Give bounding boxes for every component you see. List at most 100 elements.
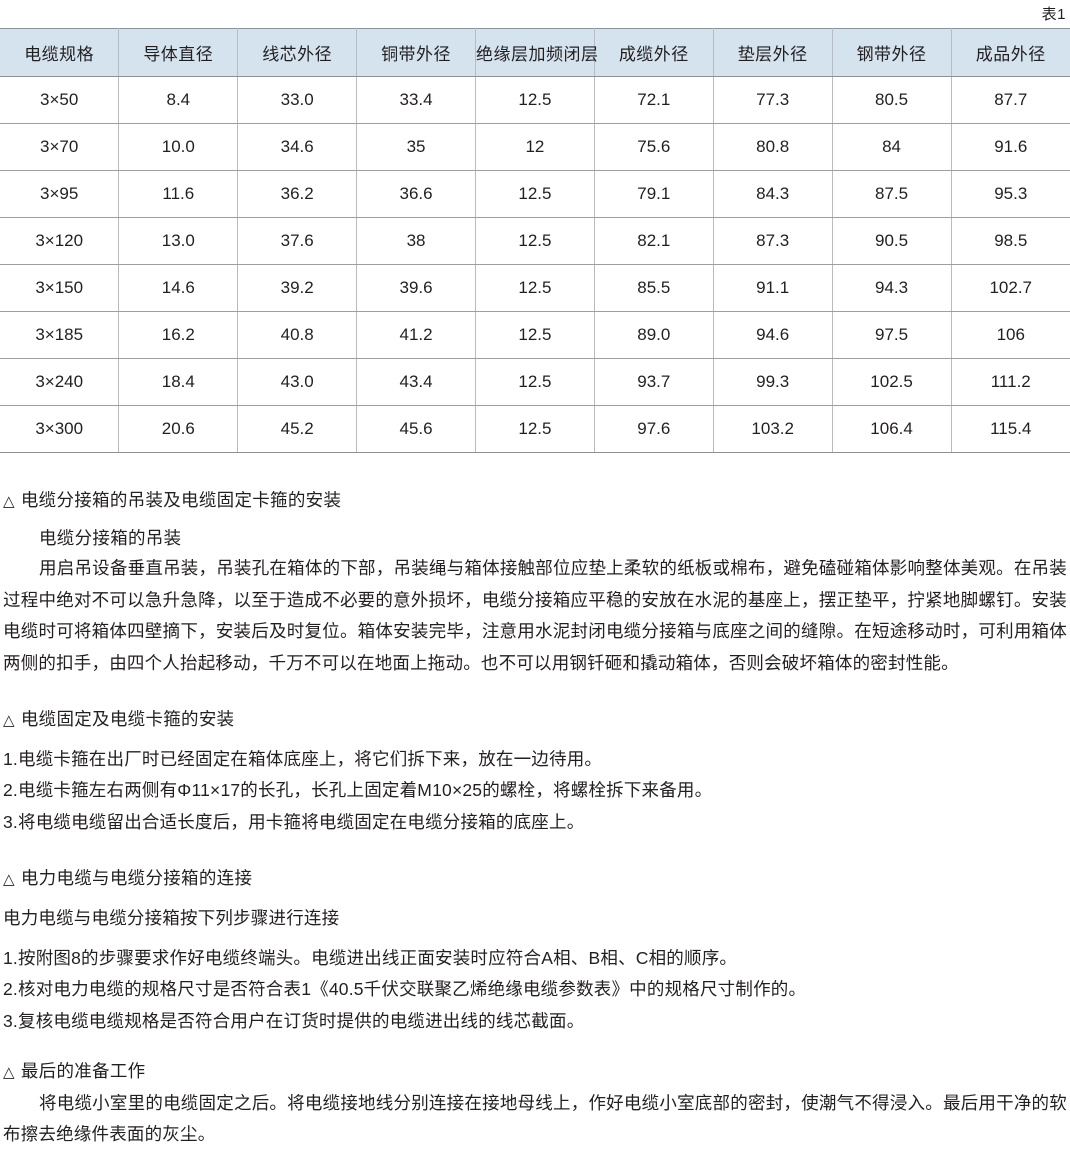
cell-finished-outer-dia: 95.3 (950, 170, 1070, 218)
spacer (3, 680, 1067, 706)
cell-copper-tape-dia: 45.6 (356, 405, 476, 453)
spacer (3, 517, 1067, 525)
cell-copper-tape-dia: 38 (356, 217, 476, 265)
cell-cabling-outer-dia: 75.6 (593, 123, 714, 171)
cell-insulation-layer: 12.5 (475, 405, 595, 453)
cell-insulation-layer: 12.5 (475, 358, 595, 406)
cell-conductor-dia: 20.6 (118, 405, 239, 453)
cell-conductor-dia: 11.6 (118, 170, 239, 218)
cell-cabling-outer-dia: 82.1 (593, 217, 714, 265)
cell-bedding-outer-dia: 94.6 (712, 311, 833, 359)
cell-conductor-dia: 10.0 (118, 123, 239, 171)
cell-cable-spec: 3×120 (0, 217, 120, 265)
cell-cabling-outer-dia: 85.5 (593, 264, 714, 312)
cell-bedding-outer-dia: 87.3 (712, 217, 833, 265)
column-header-copper-tape-dia: 铜带外径 (356, 28, 476, 77)
column-header-steel-tape-dia: 钢带外径 (831, 28, 952, 77)
spacer (3, 736, 1067, 744)
list-item: 3.将电缆电缆留出合适长度后，用卡箍将电缆固定在电缆分接箱的底座上。 (3, 812, 585, 833)
cell-conductor-dia: 8.4 (118, 76, 239, 124)
table-row: 3×150 14.6 39.2 39.6 12.5 85.5 91.1 94.3… (0, 264, 1070, 312)
table-row: 3×185 16.2 40.8 41.2 12.5 89.0 94.6 97.5… (0, 311, 1070, 359)
spacer (3, 935, 1067, 943)
cell-bedding-outer-dia: 103.2 (712, 405, 833, 453)
cell-steel-tape-dia: 84 (831, 123, 952, 171)
cell-finished-outer-dia: 98.5 (950, 217, 1070, 265)
cell-copper-tape-dia: 41.2 (356, 311, 476, 359)
cell-steel-tape-dia: 97.5 (831, 311, 952, 359)
table-row: 3×120 13.0 37.6 38 12.5 82.1 87.3 90.5 9… (0, 217, 1070, 265)
connection-lead-text: 电力电缆与电缆分接箱按下列步骤进行连接 (3, 907, 340, 928)
table-row: 3×70 10.0 34.6 35 12 75.6 80.8 84 91.6 (0, 123, 1070, 171)
cell-bedding-outer-dia: 80.8 (712, 123, 833, 171)
cell-insulation-layer: 12.5 (475, 217, 595, 265)
cell-cabling-outer-dia: 79.1 (593, 170, 714, 218)
cell-cabling-outer-dia: 72.1 (593, 76, 714, 124)
column-header-cabling-outer-dia: 成缆外径 (593, 28, 714, 77)
cell-finished-outer-dia: 115.4 (950, 405, 1070, 453)
cell-core-outer-dia: 34.6 (237, 123, 358, 171)
cell-bedding-outer-dia: 99.3 (712, 358, 833, 406)
cell-cabling-outer-dia: 89.0 (593, 311, 714, 359)
cell-bedding-outer-dia: 84.3 (712, 170, 833, 218)
cell-steel-tape-dia: 90.5 (831, 217, 952, 265)
cell-core-outer-dia: 33.0 (237, 76, 358, 124)
triangle-bullet-icon: △ (3, 712, 15, 730)
cell-copper-tape-dia: 43.4 (356, 358, 476, 406)
column-header-conductor-dia: 导体直径 (118, 28, 239, 77)
section-heading-text: 电力电缆与电缆分接箱的连接 (20, 868, 253, 889)
section-heading-text: 电缆固定及电缆卡箍的安装 (20, 709, 235, 730)
column-header-core-outer-dia: 线芯外径 (237, 28, 358, 77)
cell-steel-tape-dia: 80.5 (831, 76, 952, 124)
column-header-insulation-layer: 绝缘层加频闭层 (475, 28, 598, 77)
cell-cable-spec: 3×70 (0, 123, 120, 171)
table-caption: 表1 (1041, 6, 1066, 23)
table-header-row: 电缆规格 导体直径 线芯外径 铜带外径 绝缘层加频闭层 成缆外径 垫层外径 钢带… (0, 28, 1070, 77)
section-heading-connection: △ 电力电缆与电缆分接箱的连接 (3, 865, 1067, 892)
triangle-bullet-icon: △ (3, 871, 15, 889)
cell-core-outer-dia: 36.2 (237, 170, 358, 218)
table-row: 3×95 11.6 36.2 36.6 12.5 79.1 84.3 87.5 … (0, 170, 1070, 218)
cell-bedding-outer-dia: 91.1 (712, 264, 833, 312)
cell-cable-spec: 3×95 (0, 170, 120, 218)
cell-copper-tape-dia: 35 (356, 123, 476, 171)
cell-steel-tape-dia: 94.3 (831, 264, 952, 312)
column-header-finished-outer-dia: 成品外径 (950, 28, 1070, 77)
list-item: 1.电缆卡箍在出厂时已经固定在箱体底座上，将它们拆下来，放在一边待用。 (3, 748, 603, 769)
cell-insulation-layer: 12.5 (475, 264, 595, 312)
cell-conductor-dia: 16.2 (118, 311, 239, 359)
cell-conductor-dia: 18.4 (118, 358, 239, 406)
column-header-bedding-outer-dia: 垫层外径 (712, 28, 833, 77)
cell-insulation-layer: 12.5 (475, 76, 595, 124)
spacer (3, 1038, 1067, 1058)
list-item: 1.按附图8的步骤要求作好电缆终端头。电缆进出线正面安装时应符合A相、B相、C相… (3, 947, 738, 968)
triangle-bullet-icon: △ (3, 1064, 15, 1082)
cell-core-outer-dia: 45.2 (237, 405, 358, 453)
spacer (3, 895, 1067, 903)
list-item: 2.核对电力电缆的规格尺寸是否符合表1《40.5千伏交联聚乙烯绝缘电缆参数表》中… (3, 979, 807, 1000)
cable-parameter-table: 电缆规格 导体直径 线芯外径 铜带外径 绝缘层加频闭层 成缆外径 垫层外径 钢带… (0, 28, 1070, 453)
cell-finished-outer-dia: 87.7 (950, 76, 1070, 124)
column-header-cable-spec: 电缆规格 (0, 28, 120, 77)
cell-finished-outer-dia: 111.2 (950, 358, 1070, 406)
table-row: 3×300 20.6 45.2 45.6 12.5 97.6 103.2 106… (0, 405, 1070, 453)
list-item: 2.电缆卡箍左右两侧有Φ11×17的长孔，长孔上固定着M10×25的螺栓，将螺栓… (3, 780, 713, 801)
document-body: △ 电缆分接箱的吊装及电缆固定卡箍的安装 电缆分接箱的吊装 用启吊设备垂直吊装，吊… (0, 487, 1070, 1151)
cell-finished-outer-dia: 91.6 (950, 123, 1070, 171)
cell-copper-tape-dia: 36.6 (356, 170, 476, 218)
table-header: 电缆规格 导体直径 线芯外径 铜带外径 绝缘层加频闭层 成缆外径 垫层外径 钢带… (0, 28, 1070, 77)
section-heading-hoisting: △ 电缆分接箱的吊装及电缆固定卡箍的安装 (3, 487, 1067, 514)
spacer (3, 839, 1067, 865)
table-row: 3×240 18.4 43.0 43.4 12.5 93.7 99.3 102.… (0, 358, 1070, 406)
cell-insulation-layer: 12.5 (475, 311, 595, 359)
cell-insulation-layer: 12.5 (475, 170, 595, 218)
section-heading-final-prep: △ 最后的准备工作 (3, 1058, 1067, 1085)
paragraph-final-prep: 将电缆小室里的电缆固定之后。将电缆接地线分别连接在接地母线上，作好电缆小室底部的… (3, 1092, 1067, 1145)
cell-cabling-outer-dia: 97.6 (593, 405, 714, 453)
cell-steel-tape-dia: 87.5 (831, 170, 952, 218)
cell-steel-tape-dia: 102.5 (831, 358, 952, 406)
table-body: 3×50 8.4 33.0 33.4 12.5 72.1 77.3 80.5 8… (0, 76, 1070, 453)
cell-cable-spec: 3×185 (0, 311, 120, 359)
cell-copper-tape-dia: 33.4 (356, 76, 476, 124)
